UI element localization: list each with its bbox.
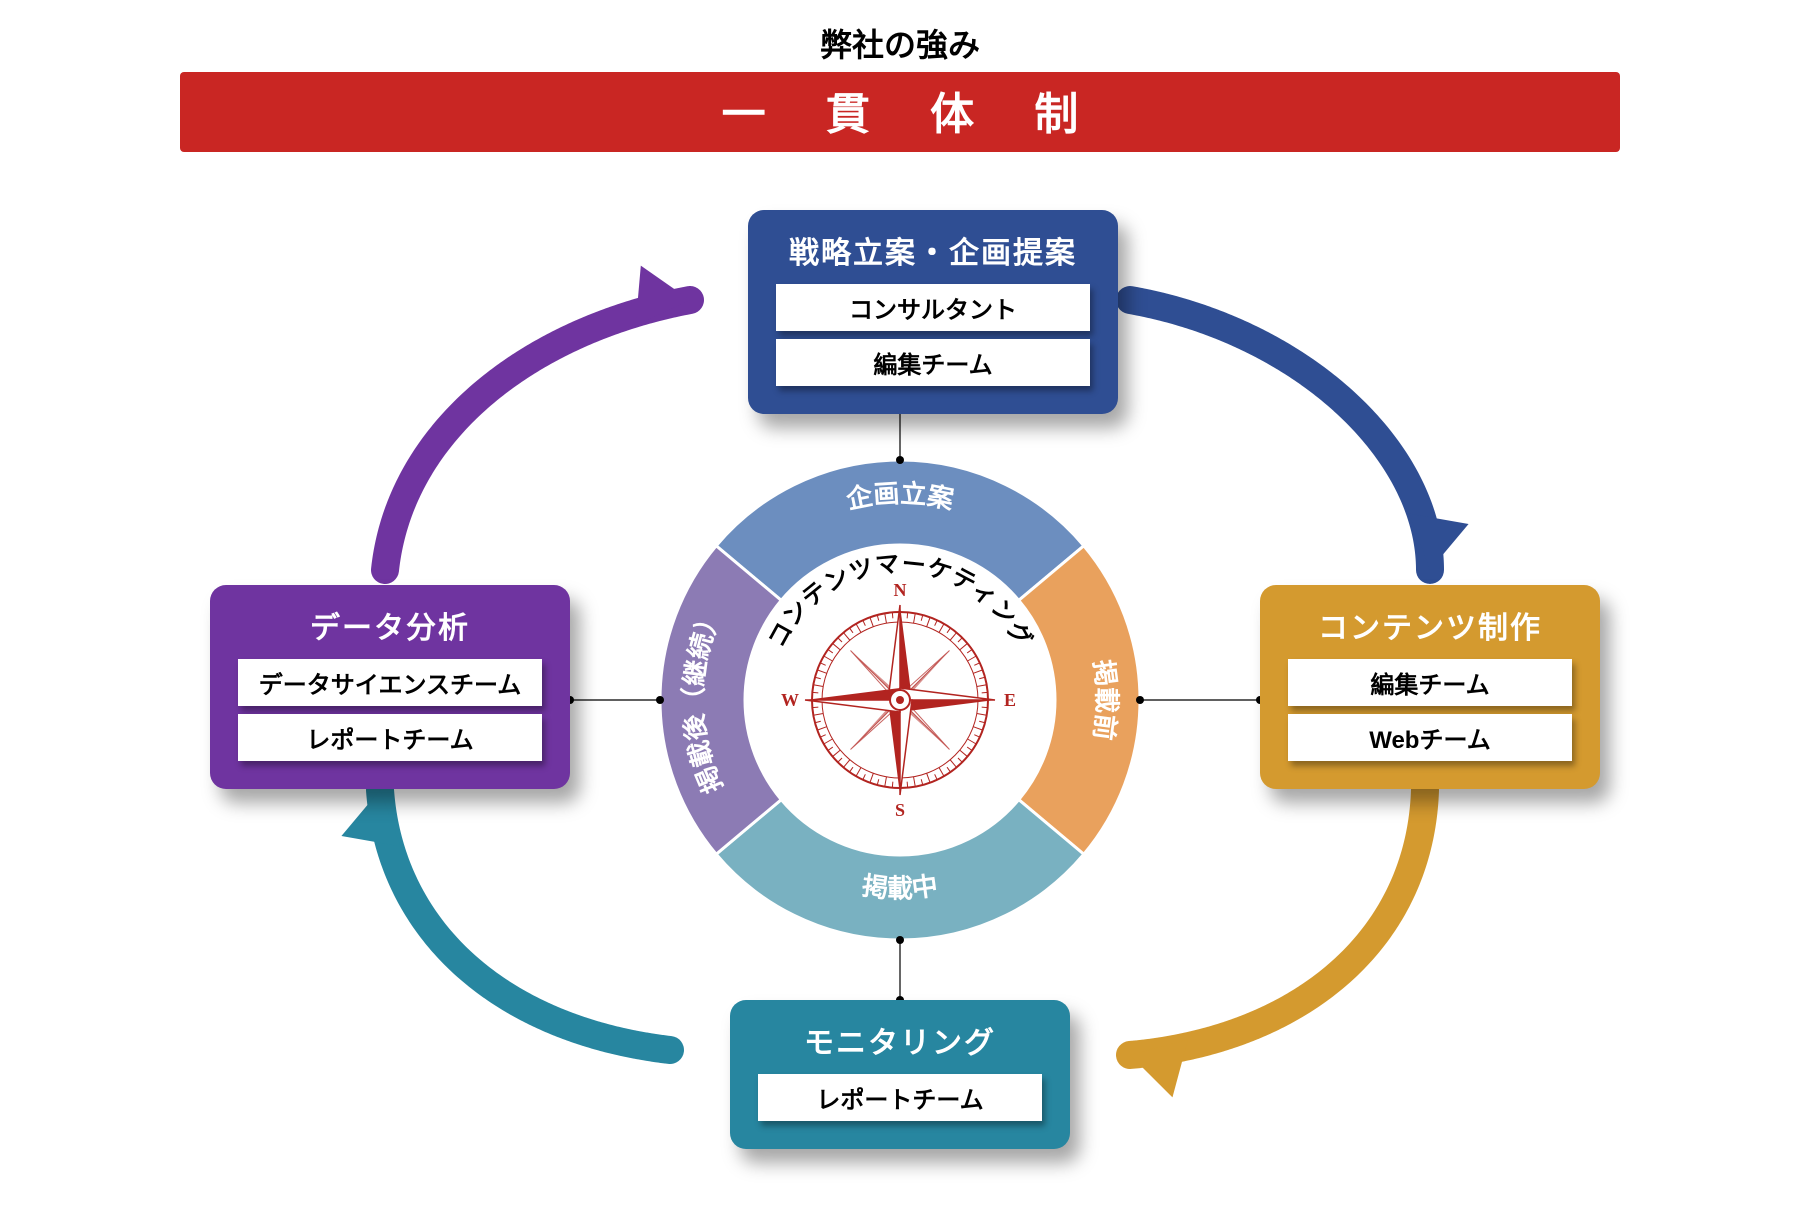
card-sub: コンサルタント <box>776 284 1090 331</box>
card-production: コンテンツ制作編集チーム Webチーム <box>1260 585 1600 789</box>
card-monitoring: モニタリングレポートチーム <box>730 1000 1070 1149</box>
small-title: 弊社の強み <box>180 20 1620 66</box>
title-bar: 一 貫 体 制 <box>180 72 1620 152</box>
ring-label-during: 掲載中 <box>860 870 939 903</box>
svg-text:N: N <box>894 580 907 600</box>
card-title: データ分析 <box>232 603 548 647</box>
card-sub: レポートチーム <box>758 1074 1042 1121</box>
card-sub: 編集チーム <box>776 339 1090 386</box>
svg-text:W: W <box>781 690 799 710</box>
svg-text:E: E <box>1004 690 1016 710</box>
card-title: 戦略立案・企画提案 <box>770 228 1096 272</box>
connector-dot <box>656 696 664 704</box>
card-sub: 編集チーム <box>1288 659 1572 706</box>
connector-dot <box>1136 696 1144 704</box>
card-sub: Webチーム <box>1288 714 1572 761</box>
ring-label-pre: 掲載前 <box>1088 658 1121 742</box>
card-sub: レポートチーム <box>238 714 542 761</box>
connector-dot <box>896 936 904 944</box>
card-analytics: データ分析データサイエンスチームレポートチーム <box>210 585 570 789</box>
page: 弊社の強み 一 貫 体 制 企画立案掲載前掲載中掲載後（継続）コンテンツマーケテ… <box>0 0 1800 1200</box>
connector-dot <box>896 456 904 464</box>
header: 弊社の強み 一 貫 体 制 <box>180 20 1620 152</box>
svg-text:S: S <box>895 800 905 820</box>
card-strategy: 戦略立案・企画提案コンサルタント編集チーム <box>748 210 1118 414</box>
card-title: コンテンツ制作 <box>1282 603 1578 647</box>
diagram: 企画立案掲載前掲載中掲載後（継続）コンテンツマーケティングNESW 戦略立案・企… <box>0 170 1800 1200</box>
card-sub: データサイエンスチーム <box>238 659 542 706</box>
card-title: モニタリング <box>752 1018 1048 1062</box>
